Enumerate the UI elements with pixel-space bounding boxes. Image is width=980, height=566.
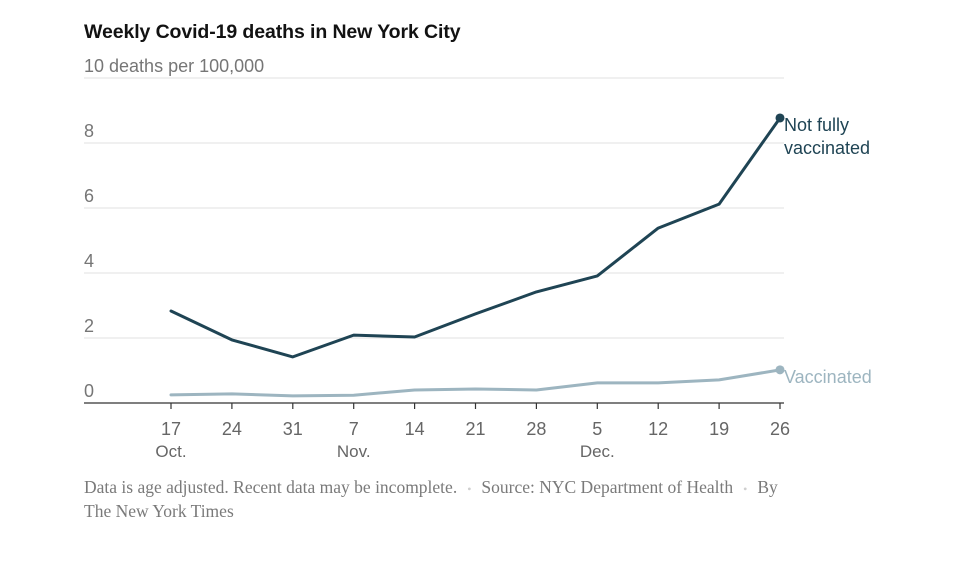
footer-byline-prefix: By bbox=[757, 477, 778, 497]
series-labels: Not fully vaccinated Vaccinated bbox=[784, 115, 872, 387]
y-tick-label: 8 bbox=[84, 121, 94, 141]
footer-source: Source: NYC Department of Health bbox=[481, 477, 734, 497]
x-tick-label: 26 bbox=[770, 419, 790, 439]
series-lines bbox=[169, 113, 785, 398]
series-endpoint-vaccinated bbox=[775, 365, 785, 375]
y-axis-ticks: 0 2 4 6 8 10 deaths per 100,000 bbox=[84, 56, 264, 401]
x-tick-label: 31 bbox=[283, 419, 303, 439]
x-tick-label: 12 bbox=[648, 419, 668, 439]
x-tick-label: 21 bbox=[465, 419, 485, 439]
series-line-vaccinated bbox=[169, 368, 782, 398]
x-tick-label: 28 bbox=[526, 419, 546, 439]
chart-title: Weekly Covid-19 deaths in New York City bbox=[84, 21, 461, 43]
footer-byline: The New York Times bbox=[84, 500, 234, 521]
series-line-not-fully-vaccinated bbox=[169, 116, 782, 359]
x-tick-label: 5 bbox=[592, 419, 602, 439]
month-label: Nov. bbox=[337, 442, 371, 461]
chart-footer: Data is age adjusted. Recent data may be… bbox=[84, 476, 884, 522]
y-tick-label: 4 bbox=[84, 251, 94, 271]
x-tick-label: 24 bbox=[222, 419, 242, 439]
y-tick-label: 2 bbox=[84, 316, 94, 336]
gridlines bbox=[84, 77, 784, 339]
x-axis-ticks: 17 24 31 7 14 21 28 5 12 19 26 Oct. Nov. Dec. bbox=[155, 403, 790, 461]
series-label-not-fully-vaccinated: Not fully bbox=[784, 115, 849, 135]
y-tick-label: 6 bbox=[84, 186, 94, 206]
series-endpoint-not-fully-vaccinated bbox=[775, 113, 785, 123]
x-tick-label: 14 bbox=[405, 419, 425, 439]
footer-note: Data is age adjusted. Recent data may be… bbox=[84, 477, 458, 497]
month-label: Oct. bbox=[155, 442, 186, 461]
month-label: Dec. bbox=[580, 442, 615, 461]
x-tick-label: 19 bbox=[709, 419, 729, 439]
series-label-vaccinated: Vaccinated bbox=[784, 367, 872, 387]
series-label-not-fully-vaccinated: vaccinated bbox=[784, 138, 870, 158]
separator-dot: • bbox=[467, 481, 472, 496]
y-tick-label: 0 bbox=[84, 381, 94, 401]
x-tick-label: 17 bbox=[161, 419, 181, 439]
x-tick-label: 7 bbox=[349, 419, 359, 439]
separator-dot: • bbox=[743, 481, 748, 496]
y-tick-label: 10 deaths per 100,000 bbox=[84, 56, 264, 76]
